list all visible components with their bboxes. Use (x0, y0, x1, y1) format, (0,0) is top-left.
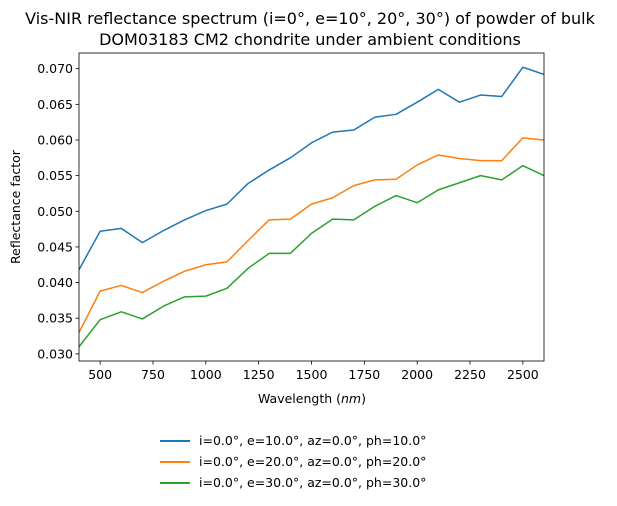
y-tick-label: 0.030 (37, 346, 73, 361)
legend-label: i=0.0°, e=10.0°, az=0.0°, ph=10.0° (199, 433, 427, 448)
series-line-2 (79, 137, 544, 333)
legend-item-2: i=0.0°, e=20.0°, az=0.0°, ph=20.0° (160, 451, 480, 472)
x-tick-label: 750 (141, 367, 165, 382)
legend-swatch (160, 481, 190, 484)
x-tick-label: 1000 (190, 367, 222, 382)
axes: 500 750 1000 1250 1500 1750 2000 2250 2500 0.030 0… (37, 52, 545, 382)
chart-title-line2: DOM03183 CM2 chondrite under ambient con… (99, 30, 521, 49)
x-tick-label: 500 (88, 367, 112, 382)
legend-item-1: i=0.0°, e=10.0°, az=0.0°, ph=10.0° (160, 430, 480, 451)
x-tick-label: 1750 (348, 367, 380, 382)
series-line-1 (79, 66, 544, 271)
y-tick-label: 0.055 (37, 168, 73, 183)
y-tick-label: 0.050 (37, 204, 73, 219)
x-tick-label: 1500 (296, 367, 328, 382)
series-line-3 (79, 164, 544, 348)
x-tick-label: 2250 (454, 367, 486, 382)
y-axis-label: Reflectance factor (8, 149, 23, 264)
y-tick-label: 0.065 (37, 97, 73, 112)
legend-swatch (160, 439, 190, 442)
x-tick-label: 2500 (507, 367, 539, 382)
legend-label: i=0.0°, e=30.0°, az=0.0°, ph=30.0° (199, 475, 427, 490)
y-tick-label: 0.070 (37, 61, 73, 76)
y-tick-label: 0.040 (37, 275, 73, 290)
plot-lines (79, 66, 544, 348)
legend: i=0.0°, e=10.0°, az=0.0°, ph=10.0° i=0.0°… (160, 430, 480, 493)
y-tick-label: 0.035 (37, 311, 73, 326)
chart-title-line1: Vis-NIR reflectance spectrum (i=0°, e=10… (25, 9, 595, 28)
x-axis-label: Wavelength (nm) (258, 391, 366, 406)
y-tick-label: 0.060 (37, 132, 73, 147)
x-tick-label: 2000 (401, 367, 433, 382)
legend-item-3: i=0.0°, e=30.0°, az=0.0°, ph=30.0° (160, 472, 480, 493)
y-tick-label: 0.045 (37, 239, 73, 254)
x-tick-label: 1250 (243, 367, 275, 382)
legend-swatch (160, 460, 190, 463)
legend-label: i=0.0°, e=20.0°, az=0.0°, ph=20.0° (199, 454, 427, 469)
